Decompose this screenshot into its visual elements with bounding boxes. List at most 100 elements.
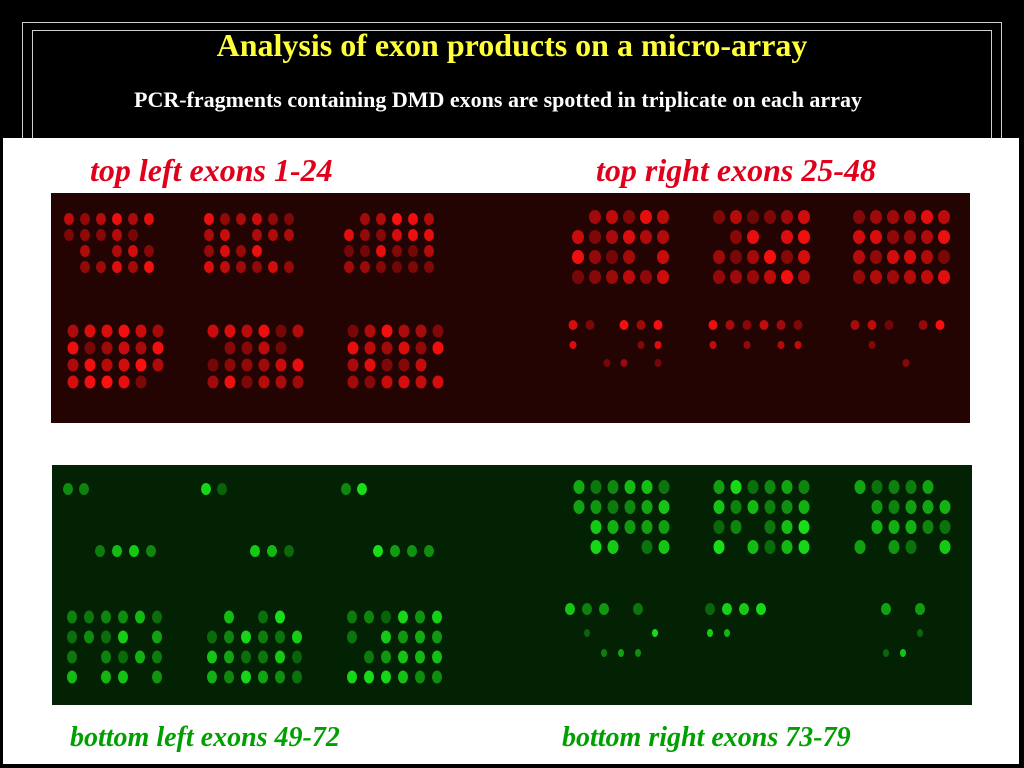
array-spot: [781, 230, 793, 244]
array-spot: [347, 324, 359, 338]
array-spot: [96, 229, 106, 241]
array-spot: [236, 261, 246, 273]
array-spot: [606, 250, 618, 264]
array-spot: [275, 358, 287, 372]
array-spot: [80, 245, 90, 257]
array-spot: [236, 213, 246, 225]
array-spot: [241, 650, 251, 664]
array-spot: [144, 261, 154, 273]
array-spot: [853, 270, 865, 284]
array-spot: [344, 245, 354, 257]
array-spot: [601, 649, 607, 657]
array-spot: [398, 630, 408, 644]
array-spot: [415, 324, 427, 338]
array-spot: [730, 270, 742, 284]
array-spot: [424, 545, 434, 557]
array-spot: [798, 500, 810, 514]
array-spot: [572, 230, 584, 244]
array-spot: [224, 650, 234, 664]
array-spot: [268, 229, 278, 241]
array-spot: [921, 270, 933, 284]
array-spot: [730, 480, 742, 494]
array-spot: [854, 540, 866, 554]
array-spot: [408, 229, 418, 241]
array-spot: [101, 630, 111, 644]
array-spot: [939, 500, 951, 514]
array-spot: [381, 341, 393, 355]
array-spot: [623, 250, 635, 264]
green-microarray-image: [52, 465, 972, 705]
array-spot: [624, 500, 636, 514]
array-spot: [917, 629, 923, 637]
array-spot: [871, 500, 883, 514]
array-spot: [152, 610, 162, 624]
array-spot: [606, 230, 618, 244]
array-spot: [657, 250, 669, 264]
array-spot: [432, 324, 444, 338]
array-spot: [398, 358, 410, 372]
array-spot: [888, 540, 900, 554]
array-spot: [707, 629, 713, 637]
array-spot: [118, 650, 128, 664]
array-spot: [112, 545, 122, 557]
array-spot: [905, 500, 917, 514]
array-spot: [241, 375, 253, 389]
array-spot: [432, 341, 444, 355]
array-spot: [347, 630, 357, 644]
array-spot: [408, 261, 418, 273]
array-spot: [887, 230, 899, 244]
array-spot: [798, 250, 810, 264]
array-spot: [713, 250, 725, 264]
label-top-right: top right exons 25-48: [596, 152, 877, 188]
array-spot: [360, 213, 370, 225]
array-spot: [584, 629, 590, 637]
array-spot: [938, 270, 950, 284]
array-spot: [398, 375, 410, 389]
array-spot: [432, 630, 442, 644]
array-spot: [112, 245, 122, 257]
array-spot: [922, 480, 934, 494]
array-spot: [381, 324, 393, 338]
array-spot: [764, 500, 776, 514]
array-spot: [220, 229, 230, 241]
array-spot: [589, 270, 601, 284]
array-spot: [275, 670, 285, 684]
array-spot: [432, 650, 442, 664]
array-spot: [415, 375, 427, 389]
array-spot: [392, 261, 402, 273]
array-spot: [96, 261, 106, 273]
array-spot: [67, 341, 79, 355]
array-spot: [284, 261, 294, 273]
array-spot: [398, 610, 408, 624]
array-spot: [84, 341, 96, 355]
array-spot: [764, 270, 776, 284]
array-spot: [764, 480, 776, 494]
array-spot: [250, 545, 260, 557]
array-spot: [381, 630, 391, 644]
array-spot: [144, 213, 154, 225]
array-spot: [654, 341, 662, 349]
array-spot: [654, 359, 662, 367]
array-spot: [432, 610, 442, 624]
array-spot: [292, 670, 302, 684]
array-spot: [252, 245, 262, 257]
array-spot: [347, 670, 357, 684]
array-spot: [589, 250, 601, 264]
array-spot: [884, 320, 894, 330]
array-spot: [112, 213, 122, 225]
array-spot: [224, 670, 234, 684]
array-spot: [347, 375, 359, 389]
array-spot: [724, 629, 730, 637]
array-spot: [590, 540, 602, 554]
array-spot: [364, 375, 376, 389]
array-spot: [730, 500, 742, 514]
array-spot: [582, 603, 592, 615]
array-spot: [207, 630, 217, 644]
array-spot: [118, 375, 130, 389]
array-spot: [904, 210, 916, 224]
array-spot: [258, 324, 270, 338]
array-spot: [268, 261, 278, 273]
array-spot: [623, 230, 635, 244]
array-spot: [292, 375, 304, 389]
array-spot: [101, 610, 111, 624]
